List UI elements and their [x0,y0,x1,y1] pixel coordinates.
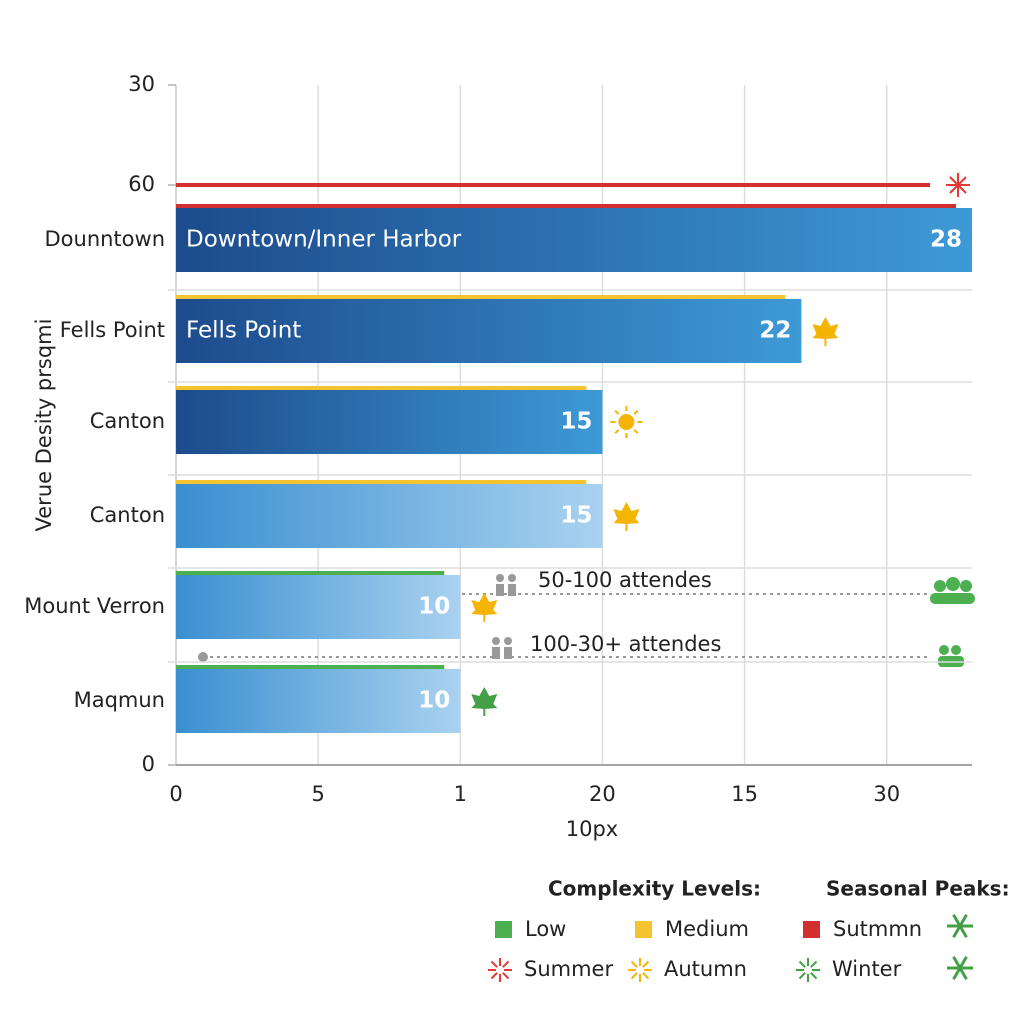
bar [176,575,461,639]
left-label: 60 [128,172,155,196]
value-label: 28 [930,227,962,253]
snow-icon [958,967,968,981]
complexity-line [176,295,786,299]
value-label: 10 [418,594,450,620]
snow-icon [952,913,962,927]
legend-icon [630,960,638,968]
complexity-line [176,665,445,669]
value-label: 15 [560,409,592,435]
category-label: Dounntown [44,227,165,251]
bar-name: Fells Point [186,318,301,344]
snow-icon [952,967,962,981]
snow-icon [952,955,962,969]
value-label: 10 [418,688,450,714]
sun-icon [618,414,635,430]
legend-icon [642,972,650,980]
y-axis-label: Verue Desity prsqmi [32,319,56,532]
annotation: 100-30+ attendes [530,632,721,656]
left-label: 0 [142,752,155,776]
complexity-line [176,480,587,484]
legend-icon [798,972,806,980]
snow-icon [958,955,968,969]
x-tick-label: 5 [311,782,324,806]
sun-ray [633,409,639,415]
legend-label: Low [525,917,566,941]
legend-icon [630,972,638,980]
left-label: 30 [128,72,155,96]
category-label: Mount Verron [24,594,165,618]
complexity-line [176,204,956,208]
bar [176,669,461,733]
legend-swatch [803,921,820,938]
sun-ray [614,429,620,435]
legend-label: Winter [832,957,902,981]
legend-label: Summer [524,957,613,981]
sun-ray [633,429,639,435]
legend-swatch [635,921,652,938]
snow-icon [958,925,968,939]
snow-icon [952,925,962,939]
legend-icon [502,960,510,968]
legend-title: Seasonal Peaks: [826,877,1010,901]
category-label: Canton [90,503,165,527]
legend-label: Sutmmn [833,917,922,941]
legend-title: Complexity Levels: [548,877,761,901]
legend-label: Autumn [664,957,747,981]
complexity-line [176,571,445,575]
value-label: 22 [759,318,791,344]
x-tick-label: 30 [873,782,900,806]
legend-swatch [495,921,512,938]
bar [176,208,972,272]
legend-label: Medium [665,917,749,941]
legend-icon [798,960,806,968]
x-axis-label: 10px [566,817,618,841]
annotation: 50-100 attendes [538,568,712,592]
x-tick-label: 1 [454,782,467,806]
bar [176,299,802,363]
bar [176,390,603,454]
snow-icon [958,913,968,927]
sun-ray [614,409,620,415]
legend-icon [490,972,498,980]
category-label: Maqmun [74,688,165,712]
summer-icon [946,173,970,197]
category-label: Fells Point [60,318,165,342]
legend-icon [490,960,498,968]
legend-icon [502,972,510,980]
complexity-line [176,386,587,390]
bar [176,484,603,548]
x-tick-label: 0 [169,782,182,806]
x-tick-label: 15 [731,782,758,806]
value-label: 15 [560,503,592,529]
x-tick-label: 20 [589,782,616,806]
bar-name: Downtown/Inner Harbor [186,227,462,253]
legend: Complexity Levels: Seasonal Peaks: [548,877,1010,901]
legend-icon [642,960,650,968]
legend-icon [810,972,818,980]
legend-icon [810,960,818,968]
category-label: Canton [90,409,165,433]
